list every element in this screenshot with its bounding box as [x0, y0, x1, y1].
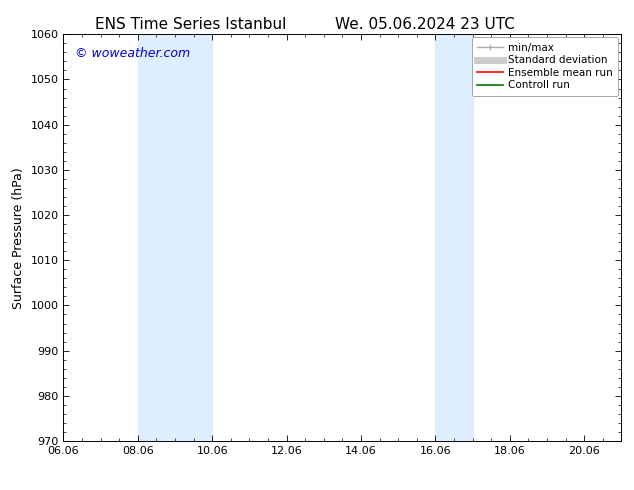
Bar	[436, 34, 472, 441]
Text: We. 05.06.2024 23 UTC: We. 05.06.2024 23 UTC	[335, 17, 515, 32]
Bar	[138, 34, 212, 441]
Legend: min/max, Standard deviation, Ensemble mean run, Controll run: min/max, Standard deviation, Ensemble me…	[472, 37, 618, 96]
Text: ENS Time Series Istanbul: ENS Time Series Istanbul	[94, 17, 286, 32]
Text: © woweather.com: © woweather.com	[75, 47, 190, 59]
Y-axis label: Surface Pressure (hPa): Surface Pressure (hPa)	[12, 167, 25, 309]
